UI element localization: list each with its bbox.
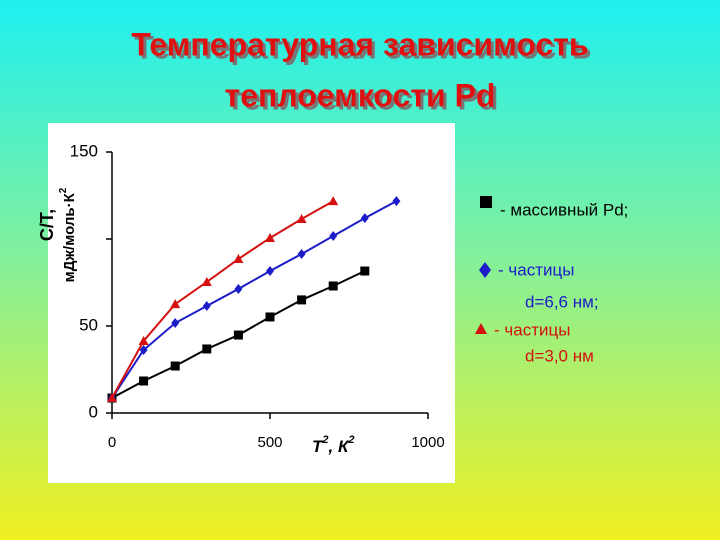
x-unit-sup: 2 — [347, 434, 354, 446]
title: Температурная зависимость — [131, 26, 588, 62]
x-label-sup: 2 — [321, 434, 328, 446]
point — [329, 231, 338, 242]
legend-marker — [475, 323, 487, 334]
point — [296, 213, 307, 223]
point — [139, 376, 149, 386]
point — [360, 266, 370, 276]
legend-label: - массивный Pd; — [500, 200, 628, 219]
point — [171, 318, 180, 329]
x-tick-label: 0 — [108, 434, 116, 451]
plot-panel — [48, 123, 455, 483]
point — [233, 254, 244, 264]
legend-label: d=3,0 нм — [525, 346, 594, 365]
legend-label: - частицы — [494, 320, 570, 339]
title-shadow: теплоемкости Pd — [228, 80, 499, 116]
point — [265, 312, 275, 322]
point — [202, 300, 211, 311]
title: теплоемкости Pd — [225, 77, 496, 113]
point — [265, 232, 275, 242]
title-shadow: Температурная зависимость — [134, 29, 591, 65]
point — [266, 266, 274, 277]
point — [233, 330, 243, 340]
point — [328, 196, 339, 206]
legend-marker — [480, 196, 492, 208]
legend-label: d=6,6 нм; — [525, 292, 599, 311]
legend-label: - частицы — [498, 260, 574, 279]
x-label: Т2, К2 — [312, 434, 355, 457]
point — [107, 393, 117, 403]
point — [234, 283, 243, 294]
point — [170, 299, 181, 309]
series-line — [111, 200, 397, 399]
y-label-group: С/Т, — [37, 209, 57, 241]
point — [139, 345, 148, 356]
x-tick-label: 500 — [257, 434, 282, 451]
point — [392, 196, 401, 207]
point — [360, 213, 369, 224]
y-tick-label: 0 — [89, 402, 98, 421]
y-unit-group: мДж/моль·К2 — [58, 187, 78, 282]
y-unit-text: мДж/моль·К — [61, 192, 78, 282]
point — [297, 248, 306, 259]
point — [328, 281, 338, 291]
point — [170, 361, 180, 371]
x-label-text: Т — [312, 437, 324, 456]
y-unit: мДж/моль·К2 — [58, 187, 78, 282]
y-label: С/Т, — [37, 209, 57, 241]
y-unit-sup: 2 — [58, 187, 69, 193]
y-tick-label: 150 — [70, 141, 98, 160]
legend-marker — [479, 262, 491, 278]
x-tick-label: 1000 — [411, 434, 444, 451]
y-tick-label: 50 — [79, 315, 98, 334]
point — [297, 295, 307, 305]
point — [201, 276, 212, 286]
point — [138, 335, 149, 345]
series-line — [111, 200, 334, 399]
point — [202, 344, 212, 354]
x-unit: , К — [328, 437, 350, 456]
